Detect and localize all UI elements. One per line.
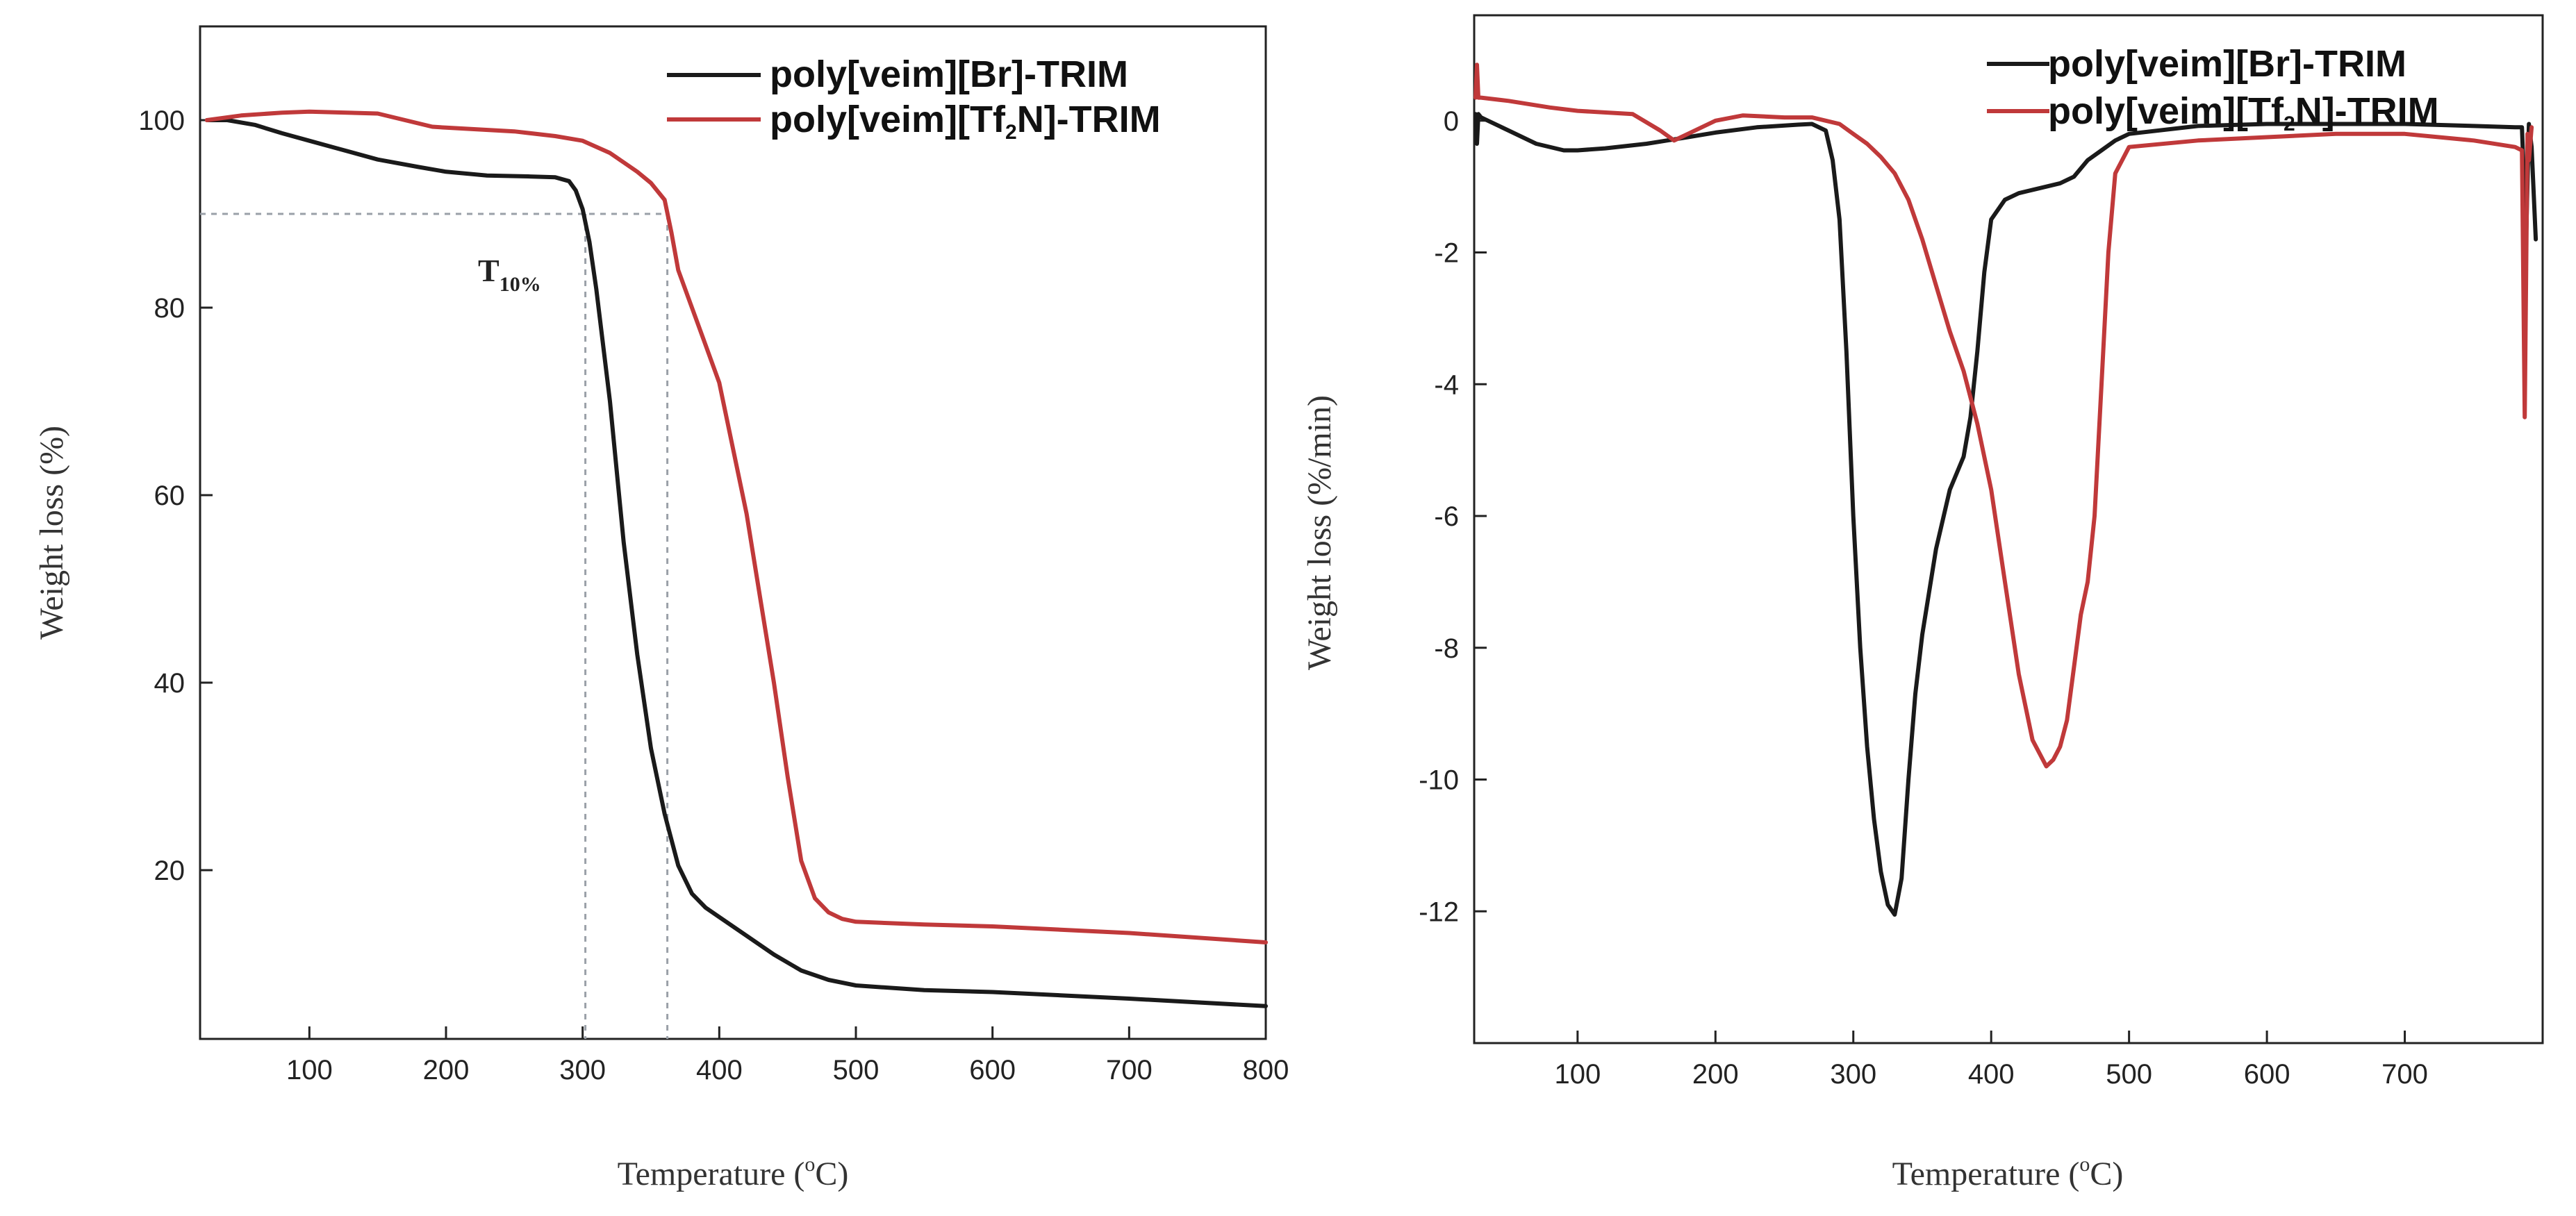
left-x-tick-label: 100 — [286, 1055, 333, 1085]
right-x-tick-label: 700 — [2381, 1059, 2428, 1090]
right-x-axis-ticks: 100 200 300 400 500 600 700 — [1554, 1031, 2428, 1090]
right-y-axis-title: Weight loss (%/min) — [1301, 395, 1338, 670]
left-x-axis-title: Temperature (oC) — [618, 1153, 849, 1192]
right-legend-label-tf2n: poly[veim][Tf2N]-TRIM — [2048, 90, 2439, 135]
right-y-tick-label: -4 — [1434, 369, 1459, 400]
left-y-tick-label: 80 — [154, 293, 185, 324]
right-y-tick-label: -8 — [1434, 633, 1459, 664]
left-y-tick-label: 60 — [154, 481, 185, 511]
left-y-tick-label: 40 — [154, 668, 185, 699]
left-t10-guides — [200, 213, 669, 1039]
right-y-tick-label: -10 — [1419, 765, 1459, 796]
right-y-tick-label: -12 — [1419, 897, 1459, 927]
left-x-tick-label: 600 — [969, 1055, 1016, 1085]
left-x-tick-label: 200 — [423, 1055, 470, 1085]
right-legend: poly[veim][Br]-TRIM poly[veim][Tf2N]-TRI… — [1987, 43, 2439, 135]
left-legend-label-tf2n: poly[veim][Tf2N]-TRIM — [770, 99, 1161, 144]
left-y-tick-label: 20 — [154, 856, 185, 886]
left-series-br-line — [204, 118, 1268, 1008]
right-series-group — [1473, 63, 2538, 917]
right-chart-panel: 100 200 300 400 500 600 700 0 -2 -4 -6 -8 -10 -12 po… — [1301, 14, 2544, 1192]
left-y-axis-ticks: 20 40 60 80 100 — [138, 106, 213, 886]
left-y-tick-label: 100 — [138, 106, 185, 136]
right-x-axis-title: Temperature (oC) — [1892, 1153, 2124, 1192]
left-chart-panel: 100 200 300 400 500 600 700 800 20 40 60 80 100 T10… — [33, 25, 1289, 1192]
right-x-tick-label: 500 — [2106, 1059, 2152, 1090]
left-legend-label-br: poly[veim][Br]-TRIM — [770, 53, 1128, 95]
left-series-group — [204, 109, 1268, 1008]
right-x-tick-label: 100 — [1554, 1059, 1601, 1090]
left-annotation-t10: T10% — [478, 253, 541, 296]
right-x-tick-label: 300 — [1830, 1059, 1876, 1090]
right-y-tick-label: -6 — [1434, 501, 1459, 532]
right-series-tf2n-line — [1473, 63, 2534, 769]
left-x-tick-label: 700 — [1106, 1055, 1153, 1085]
left-legend: poly[veim][Br]-TRIM poly[veim][Tf2N]-TRI… — [667, 53, 1161, 144]
left-x-tick-label: 300 — [559, 1055, 606, 1085]
right-plot-frame — [1473, 14, 2544, 1044]
right-series-br-line — [1473, 112, 2538, 917]
left-series-tf2n-line — [204, 109, 1268, 944]
right-y-tick-label: 0 — [1444, 106, 1459, 137]
right-x-tick-label: 600 — [2244, 1059, 2290, 1090]
right-y-tick-label: -2 — [1434, 238, 1459, 269]
left-x-tick-label: 800 — [1243, 1055, 1289, 1085]
right-x-tick-label: 400 — [1968, 1059, 2015, 1090]
right-x-tick-label: 200 — [1692, 1059, 1739, 1090]
left-plot-frame — [199, 25, 1267, 1040]
left-y-axis-title: Weight loss (%) — [33, 426, 70, 640]
left-x-tick-label: 400 — [696, 1055, 743, 1085]
left-x-tick-label: 500 — [833, 1055, 880, 1085]
right-legend-label-br: poly[veim][Br]-TRIM — [2048, 43, 2406, 85]
left-x-axis-ticks: 100 200 300 400 500 600 700 800 — [286, 1026, 1289, 1085]
